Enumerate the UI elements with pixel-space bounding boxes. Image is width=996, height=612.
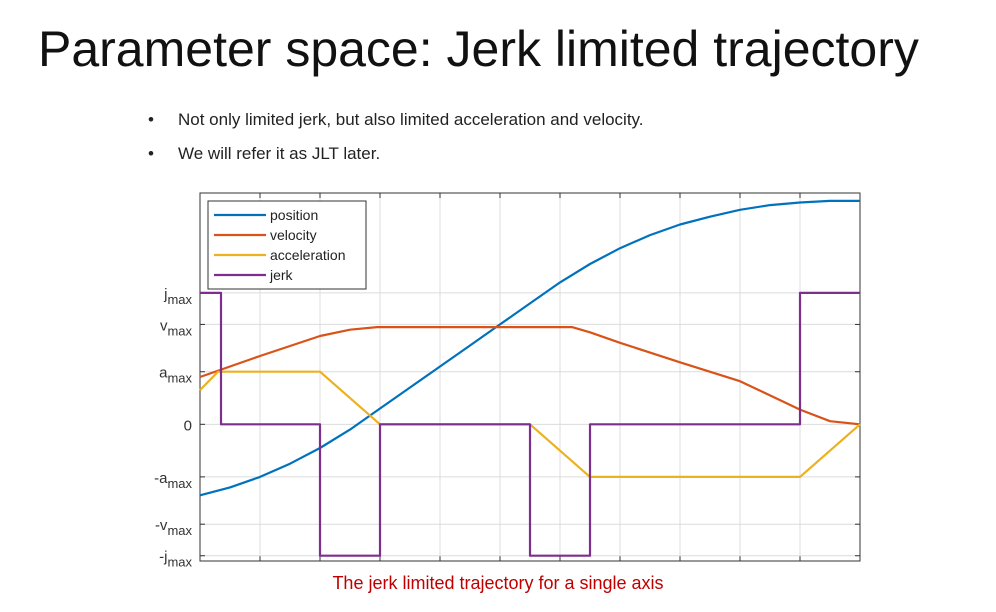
series-line-jerk [200,291,860,557]
bullet-list: • Not only limited jerk, but also limited… [148,108,644,176]
y-tick-label: vmax [160,317,193,338]
y-tick-label: jmax [163,286,192,307]
y-tick-label: -amax [154,470,192,491]
legend-label-position: position [270,207,318,223]
legend-label-jerk: jerk [269,267,294,283]
figure-caption: The jerk limited trajectory for a single… [332,573,664,593]
series-line-position [199,199,860,497]
y-tick-label: amax [159,365,192,386]
trajectory-chart: -jmax -vmax -amax 0 amax vmax jmax position velo… [120,185,880,575]
y-tick-label: -vmax [155,517,193,538]
bullet-text: We will refer it as JLT later. [178,144,381,163]
y-tick-label: -jmax [159,549,192,570]
bullet-item: • Not only limited jerk, but also limited… [148,108,644,142]
bullet-item: • We will refer it as JLT later. [148,142,644,176]
chart-svg: -jmax -vmax -amax 0 amax vmax jmax position velo… [154,192,861,570]
bullet-text: Not only limited jerk, but also limited … [178,110,644,129]
legend-label-acceleration: acceleration [270,247,346,263]
slide-title: Parameter space: Jerk limited trajectory [38,21,919,77]
bullet-glyph: • [148,110,154,129]
y-tick-label: 0 [184,417,192,434]
bullet-glyph: • [148,144,154,163]
legend-label-velocity: velocity [270,227,317,243]
series-line-velocity [199,326,861,426]
